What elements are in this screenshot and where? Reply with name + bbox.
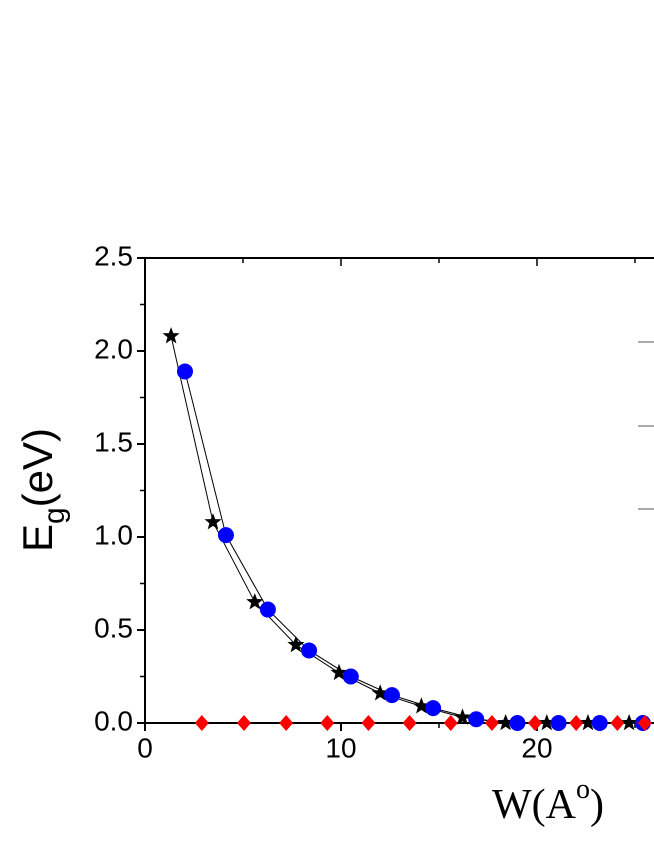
y-axis-label: Eg(eV) [14,428,71,552]
circle-marker [591,715,608,731]
diamond-marker [443,715,458,731]
y-tick-label: 1.5 [94,426,133,457]
star-marker [330,663,348,681]
diamond-marker [279,715,294,731]
diamond-marker [637,715,652,731]
circle-marker [468,711,485,728]
star-marker [204,513,222,530]
y-tick-label: 1.0 [94,519,133,550]
diamond-marker [194,715,209,731]
star-marker [246,593,264,610]
series-line [170,336,630,724]
x-axis-label: W(Ao) [492,774,604,828]
star-marker [620,714,638,731]
diamond-marker [528,715,543,731]
circle-marker [509,715,526,731]
x-tick-label: 10 [325,732,356,763]
x-tick-label: 0 [137,732,153,763]
circle-marker [383,687,400,704]
circle-marker [259,601,276,618]
circle-marker [176,363,193,380]
x-tick-label: 20 [521,732,552,763]
diamond-marker [610,715,625,731]
diamond-marker [361,715,376,731]
diamond-marker [569,715,584,731]
diamond-marker [484,715,499,731]
diamond-marker [320,715,335,731]
y-tick-label: 2.0 [94,333,133,364]
series-line [184,371,643,724]
diamond-marker [236,715,251,731]
circle-marker [342,668,359,685]
circle-marker [217,527,234,544]
star-marker [412,697,430,714]
star-marker [287,635,305,653]
y-tick-label: 2.5 [94,240,133,271]
y-tick-label: 0.5 [94,612,133,643]
star-marker [162,327,180,344]
y-tick-label: 0.0 [94,705,133,736]
circle-marker [301,642,318,659]
circle-marker [550,715,567,731]
star-marker [579,714,597,731]
diamond-marker [402,715,417,731]
star-marker [371,684,389,701]
circle-marker [425,700,442,717]
star-marker [538,714,556,731]
star-marker [454,708,472,725]
